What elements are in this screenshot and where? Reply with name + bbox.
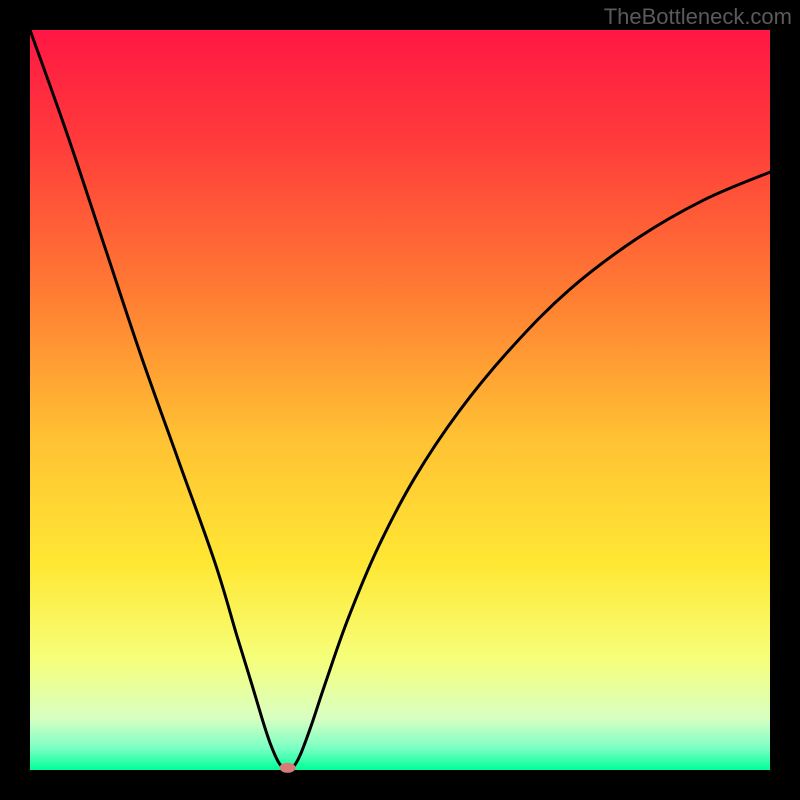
bottleneck-chart: TheBottleneck.com (0, 0, 800, 800)
minimum-marker (280, 763, 296, 773)
gradient-background (30, 30, 770, 770)
watermark-text: TheBottleneck.com (604, 4, 792, 30)
chart-svg (0, 0, 800, 800)
